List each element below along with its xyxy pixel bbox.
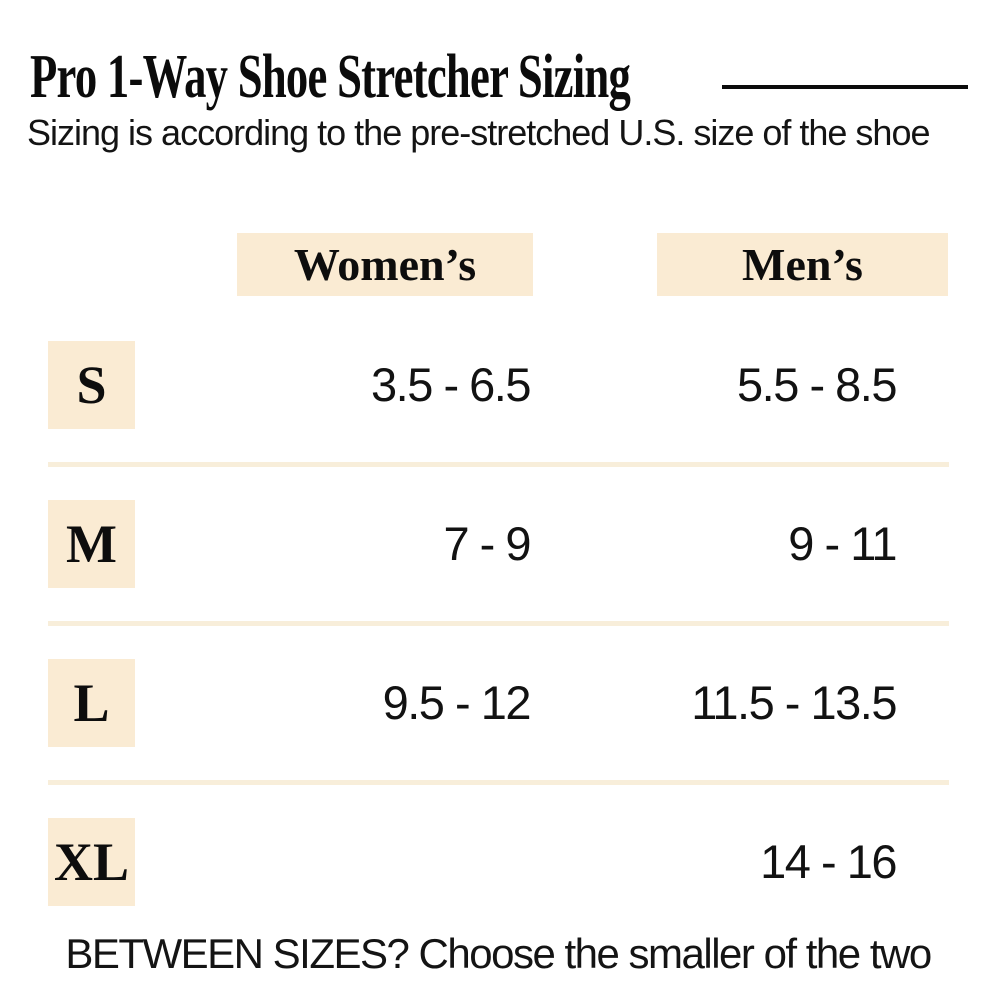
womens-value-m: 7 - 9 (443, 517, 531, 570)
page-subtitle: Sizing is according to the pre-stretched… (27, 112, 930, 153)
mens-value-xl: 14 - 16 (760, 835, 897, 888)
size-label-m: M (48, 500, 135, 588)
size-label-xl: XL (48, 818, 135, 906)
mens-value-m: 9 - 11 (788, 517, 897, 570)
row-divider (48, 462, 949, 467)
column-header-mens: Men’s (657, 233, 948, 296)
page-title: Pro 1-Way Shoe Stretcher Sizing (30, 43, 631, 111)
size-label-l: L (48, 659, 135, 747)
title-underline (722, 85, 968, 89)
row-divider (48, 780, 949, 785)
footer-note: BETWEEN SIZES? Choose the smaller of the… (65, 930, 932, 977)
size-label-s: S (48, 341, 135, 429)
mens-value-l: 11.5 - 13.5 (691, 676, 897, 729)
womens-value-l: 9.5 - 12 (382, 676, 532, 729)
column-header-womens: Women’s (237, 233, 533, 296)
row-divider (48, 621, 949, 626)
mens-value-s: 5.5 - 8.5 (737, 358, 897, 411)
womens-value-s: 3.5 - 6.5 (371, 358, 531, 411)
